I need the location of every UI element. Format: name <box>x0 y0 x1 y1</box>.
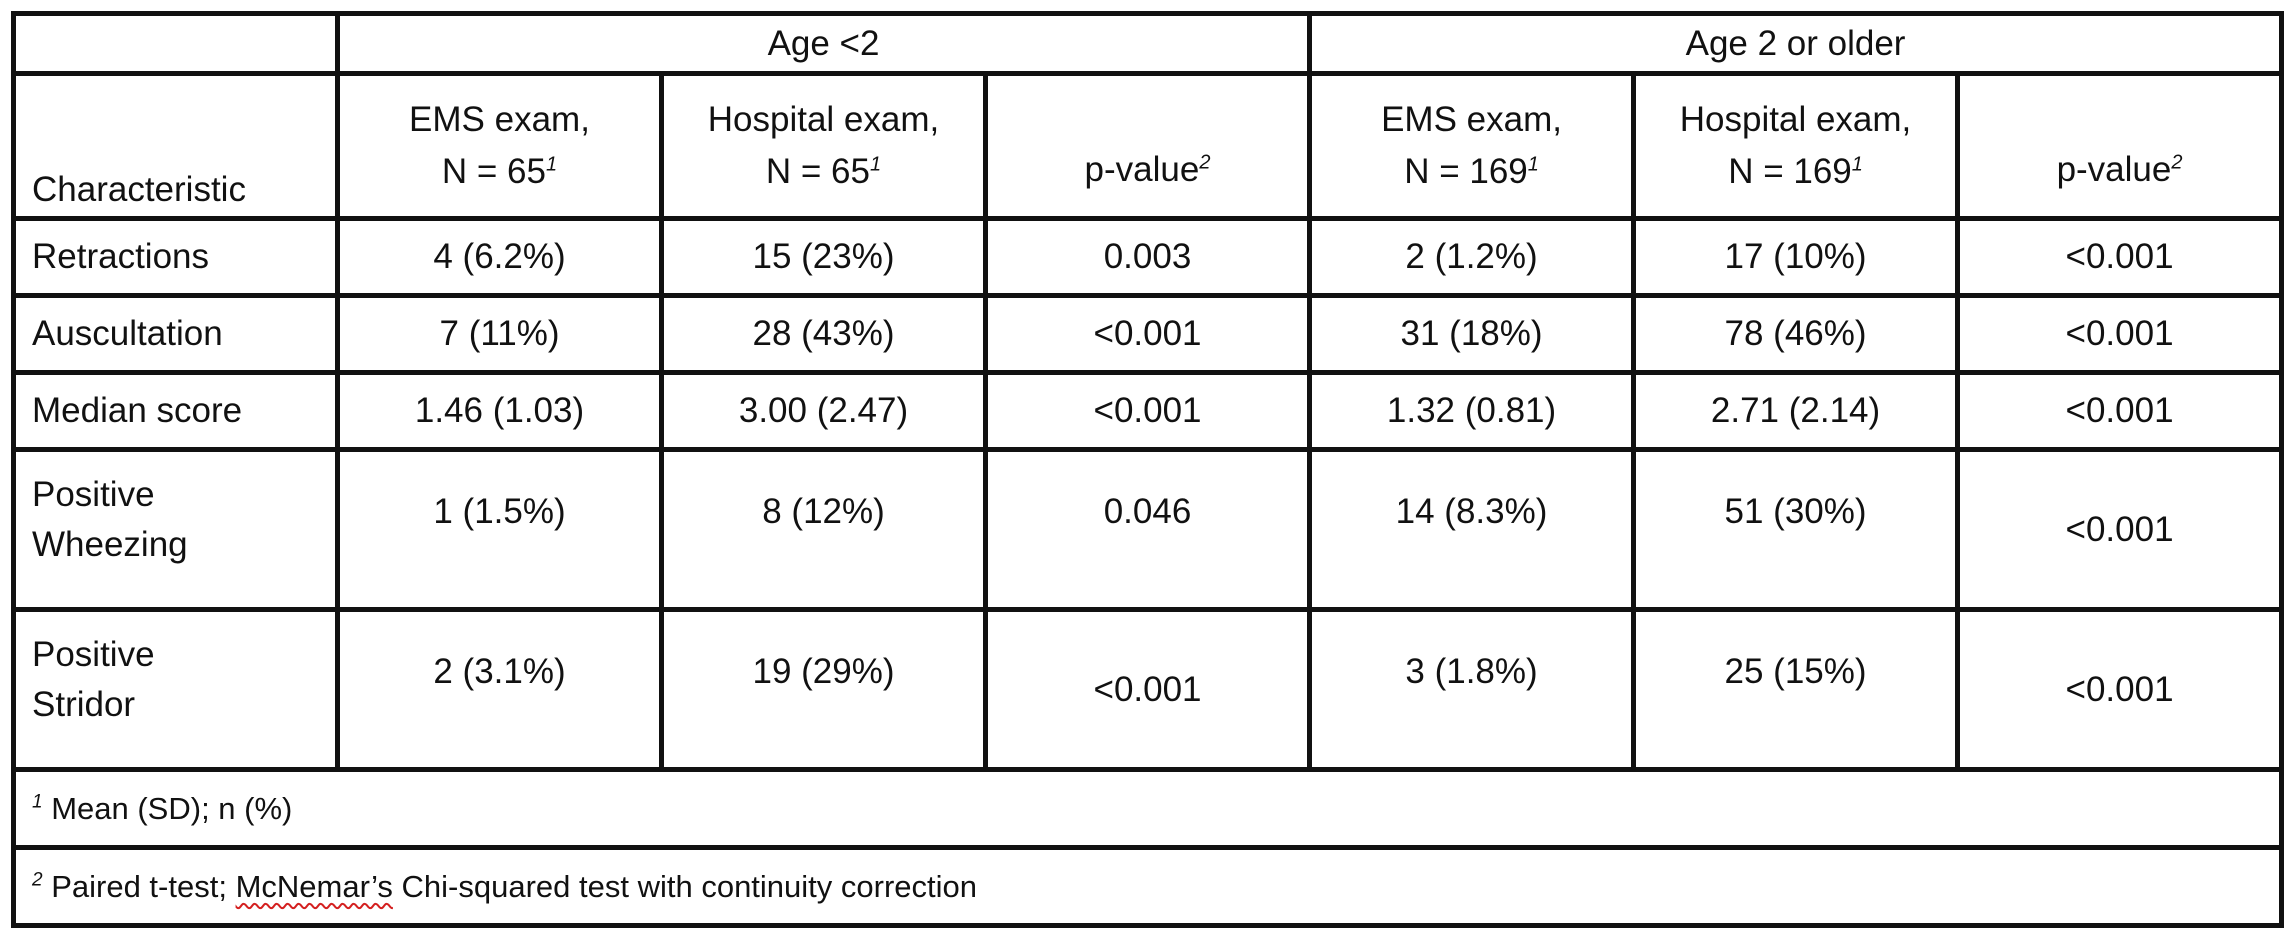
footnote-text-before: Paired t-test; <box>51 868 227 904</box>
header-line2: N = 169 <box>1728 152 1852 191</box>
header-line1: Hospital exam, <box>707 100 940 139</box>
footnote-row-2: 2 Paired t-test; McNemar’s Chi-squared t… <box>10 845 2285 928</box>
cell-ems-ge2: 31 (18%) <box>1307 293 1637 375</box>
header-line1: EMS exam, <box>1381 100 1562 139</box>
cell-ems-ge2: 1.32 (0.81) <box>1307 370 1637 452</box>
footnote-marker: 2 <box>2171 151 2183 174</box>
footnote-marker: 1 <box>32 791 43 813</box>
cell-hospital-ge2: 2.71 (2.14) <box>1631 370 1961 452</box>
table-row-auscultation: Auscultation 7 (11%) 28 (43%) <0.001 31 … <box>11 293 2285 375</box>
cell-ems-lt2: 1 (1.5%) <box>335 447 664 612</box>
cell-hospital-ge2: 17 (10%) <box>1631 216 1961 298</box>
cell-p-value-ge2: <0.001 <box>1955 293 2285 375</box>
footnote-2: 2 Paired t-test; McNemar’s Chi-squared t… <box>10 845 2285 928</box>
group-header-row: Age <2 Age 2 or older <box>11 11 2285 76</box>
cell-hospital-lt2: 3.00 (2.47) <box>659 370 988 452</box>
row-label-line2: Stridor <box>32 685 136 724</box>
ems-exam-lt2-header: EMS exam, N = 651 <box>335 71 664 221</box>
cell-ems-ge2: 3 (1.8%) <box>1307 607 1637 772</box>
row-label: Retractions <box>11 216 340 298</box>
p-value-lt2-header: p-value2 <box>982 71 1313 221</box>
header-line2: N = 65 <box>441 152 546 191</box>
header-line2: N = 169 <box>1404 152 1528 191</box>
footnote-marker: 1 <box>869 153 882 176</box>
table-row-positive-wheezing: Positive Wheezing 1 (1.5%) 8 (12%) 0.046… <box>11 447 2285 612</box>
footnote-marker: 2 <box>1199 151 1211 174</box>
cell-p-value-lt2: <0.001 <box>982 607 1313 772</box>
cell-p-value-lt2: <0.001 <box>982 370 1313 452</box>
cell-p-value-ge2: <0.001 <box>1955 607 2285 772</box>
cell-hospital-lt2: 28 (43%) <box>659 293 988 375</box>
cell-hospital-ge2: 25 (15%) <box>1631 607 1961 772</box>
spellcheck-flagged-word[interactable]: McNemar’s <box>235 868 393 904</box>
footnote-1: 1 Mean (SD); n (%) <box>10 767 2285 850</box>
corner-cell <box>11 11 340 76</box>
table-row-median-score: Median score 1.46 (1.03) 3.00 (2.47) <0.… <box>11 370 2285 452</box>
ems-exam-ge2-header: EMS exam, N = 1691 <box>1307 71 1637 221</box>
header-line1: EMS exam, <box>409 100 590 139</box>
p-value-ge2-header: p-value2 <box>1955 71 2285 221</box>
cell-ems-ge2: 14 (8.3%) <box>1307 447 1637 612</box>
footnote-text-after: Chi-squared test with continuity correct… <box>401 868 978 904</box>
cell-hospital-ge2: 78 (46%) <box>1631 293 1961 375</box>
cell-ems-lt2: 4 (6.2%) <box>335 216 664 298</box>
group-header-age-lt2: Age <2 <box>334 11 1313 76</box>
header-label: p-value <box>2056 150 2172 189</box>
footnote-marker: 1 <box>1851 153 1863 176</box>
header-line1: Hospital exam, <box>1679 100 1912 139</box>
cell-ems-lt2: 1.46 (1.03) <box>335 370 664 452</box>
footnote-text: Mean (SD); n (%) <box>51 790 293 826</box>
cell-ems-ge2: 2 (1.2%) <box>1307 216 1637 298</box>
group-header-age-ge2: Age 2 or older <box>1307 11 2285 76</box>
footnote-marker: 2 <box>32 869 43 891</box>
cell-hospital-lt2: 19 (29%) <box>659 607 988 772</box>
cell-p-value-ge2: <0.001 <box>1955 216 2285 298</box>
table-row-retractions: Retractions 4 (6.2%) 15 (23%) 0.003 2 (1… <box>11 216 2285 298</box>
footnote-marker: 1 <box>545 153 558 176</box>
row-label: Positive Stridor <box>11 607 340 772</box>
footnote-row-1: 1 Mean (SD); n (%) <box>10 767 2285 850</box>
characteristic-header: Characteristic <box>11 73 340 221</box>
hospital-exam-ge2-header: Hospital exam, N = 1691 <box>1631 71 1961 221</box>
header-label: p-value <box>1084 150 1200 189</box>
cell-p-value-ge2: <0.001 <box>1955 447 2285 612</box>
row-label-line1: Positive <box>32 635 155 674</box>
cell-p-value-ge2: <0.001 <box>1955 370 2285 452</box>
cell-hospital-lt2: 8 (12%) <box>659 447 988 612</box>
row-label: Median score <box>11 370 340 452</box>
hospital-exam-lt2-header: Hospital exam, N = 651 <box>659 71 988 221</box>
cell-ems-lt2: 7 (11%) <box>335 293 664 375</box>
results-table: Age <2 Age 2 or older Characteristic EMS… <box>10 11 2285 928</box>
cell-hospital-ge2: 51 (30%) <box>1631 447 1961 612</box>
cell-p-value-lt2: 0.046 <box>982 447 1313 612</box>
row-label-line2: Wheezing <box>32 525 188 564</box>
header-line2: N = 65 <box>765 152 870 191</box>
column-header-row: Characteristic EMS exam, N = 651 Hospita… <box>11 71 2285 221</box>
cell-ems-lt2: 2 (3.1%) <box>335 607 664 772</box>
row-label-line1: Positive <box>32 475 155 514</box>
row-label: Auscultation <box>11 293 340 375</box>
footnote-marker: 1 <box>1527 153 1539 176</box>
row-label: Positive Wheezing <box>11 447 340 612</box>
cell-p-value-lt2: <0.001 <box>982 293 1313 375</box>
table-row-positive-stridor: Positive Stridor 2 (3.1%) 19 (29%) <0.00… <box>11 607 2285 772</box>
cell-p-value-lt2: 0.003 <box>982 216 1313 298</box>
cell-hospital-lt2: 15 (23%) <box>659 216 988 298</box>
